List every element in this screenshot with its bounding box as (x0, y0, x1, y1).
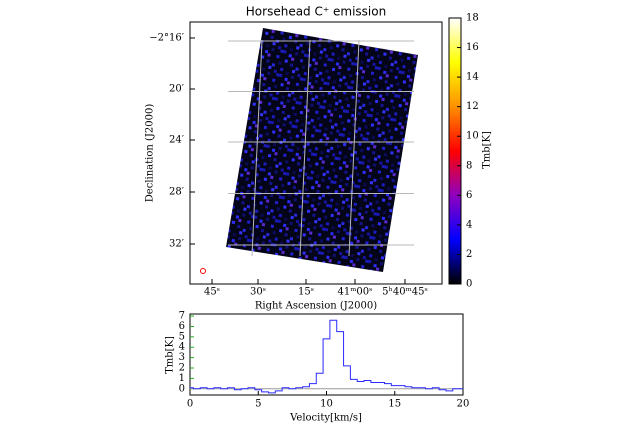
y-tick-label: 32′ (169, 239, 185, 250)
x-tick-label: 41ᵐ00ˢ (338, 287, 373, 298)
colorbar-tick-label: 16 (466, 42, 479, 53)
beam (200, 268, 206, 274)
colorbar-tick-label: 14 (466, 72, 479, 83)
y-tick-label: 4 (179, 342, 185, 353)
y-axis-label: Declination (J2000) (145, 104, 156, 203)
x-tick-label: 15 (388, 399, 401, 410)
y-tick-label: 28′ (169, 187, 185, 198)
x-axis-label: Right Ascension (J2000) (255, 301, 377, 312)
spectrum-frame (189, 313, 464, 396)
grid-line (251, 39, 263, 257)
y-tick-label: 6 (179, 321, 185, 332)
y-tick-label: 20′ (169, 84, 185, 95)
y-tick-label: 2 (179, 363, 185, 374)
colorbar-tick-label: 8 (466, 160, 472, 171)
y-tick-label: 7 (179, 311, 185, 322)
y-tick-label: 5 (179, 331, 185, 342)
x-tick-label: 5ʰ40ᵐ45ˢ (382, 287, 428, 298)
x-tick-label: 30ˢ (250, 287, 266, 298)
colorbar-label: Tmb[K] (482, 131, 493, 169)
x-tick-label: 15ˢ (298, 287, 314, 298)
grid-line (348, 39, 360, 257)
y-tick-label: 24′ (169, 135, 185, 146)
colorbar-tick-label: 18 (466, 13, 479, 24)
x-tick-label: 45ˢ (204, 287, 220, 298)
grid-line (299, 39, 311, 257)
colorbar (448, 17, 462, 285)
colorbar-tick-label: 0 (466, 279, 472, 290)
y-axis-label: Tmb[K] (165, 336, 176, 374)
colorbar-tick-label: 10 (466, 131, 479, 142)
y-tick-label: −2°16′ (149, 33, 184, 44)
x-tick-label: 0 (187, 399, 193, 410)
x-tick-label: 20 (457, 399, 470, 410)
colorbar-tick-label: 4 (466, 219, 472, 230)
emission-map (226, 28, 418, 272)
x-tick-label: 10 (320, 399, 333, 410)
y-tick-label: 0 (179, 383, 185, 394)
spectrum-line (190, 319, 463, 394)
x-axis-label: Velocity[km/s] (289, 413, 362, 424)
chart-title: Horsehead C⁺ emission (246, 5, 386, 19)
y-tick-label: 3 (179, 352, 185, 363)
colorbar-tick-label: 6 (466, 190, 472, 201)
colorbar-tick-label: 2 (466, 249, 472, 260)
x-tick-label: 5 (255, 399, 261, 410)
y-tick-label: 1 (179, 373, 185, 384)
colorbar-tick-label: 12 (466, 101, 479, 112)
